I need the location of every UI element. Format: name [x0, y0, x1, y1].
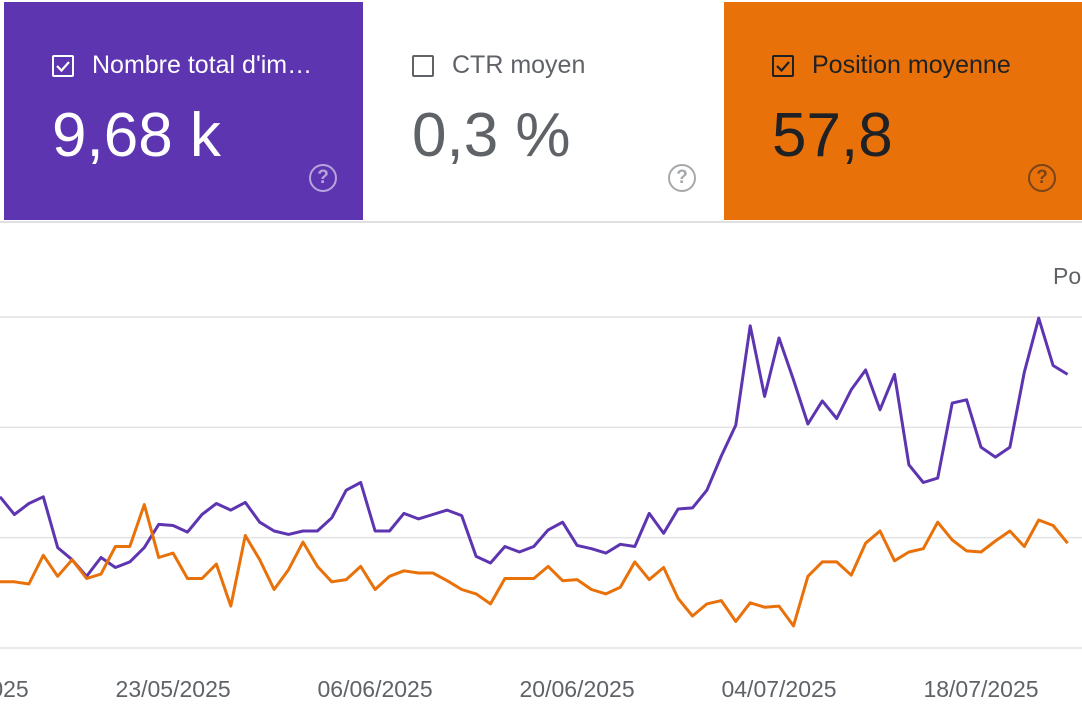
metric-label: Nombre total d'im…	[92, 51, 313, 79]
help-icon[interactable]: ?	[668, 164, 696, 192]
help-icon[interactable]: ?	[1028, 164, 1056, 192]
metric-card[interactable]: Nombre total d'im… 9,68 k?	[4, 2, 363, 220]
series-line	[0, 316, 1069, 578]
metric-card[interactable]: CTR moyen 0,3 %?	[364, 2, 722, 220]
metric-value: 9,68 k	[52, 101, 221, 170]
y2-axis-label: Po	[1053, 263, 1081, 289]
x-tick-label: 09/05/2025	[0, 676, 29, 702]
metric-card[interactable]: Position moyenne 57,8?	[724, 2, 1082, 220]
checkbox[interactable]	[52, 55, 74, 77]
metric-cards: Nombre total d'im… 9,68 k? CTR moyen 0,3 %?…	[0, 0, 1082, 223]
metric-value: 0,3 %	[412, 101, 571, 170]
x-tick-label: 20/06/2025	[520, 676, 635, 702]
x-tick-label: 04/07/2025	[721, 676, 836, 702]
x-tick-label: 06/06/2025	[318, 676, 433, 702]
metric-label: CTR moyen	[452, 51, 586, 79]
check-icon	[56, 61, 70, 73]
checkbox[interactable]	[772, 55, 794, 77]
chart: Po 09/05/2025 23/05/2025 06/06/2025 20/06/2…	[0, 263, 1082, 702]
checkbox[interactable]	[412, 55, 434, 77]
series-line	[0, 503, 1069, 628]
x-tick-label: 18/07/2025	[923, 676, 1038, 702]
help-icon[interactable]: ?	[309, 164, 337, 192]
x-tick-label: 23/05/2025	[116, 676, 231, 702]
metric-label: Position moyenne	[812, 51, 1011, 79]
check-icon	[776, 61, 790, 73]
metric-value: 57,8	[772, 101, 893, 170]
